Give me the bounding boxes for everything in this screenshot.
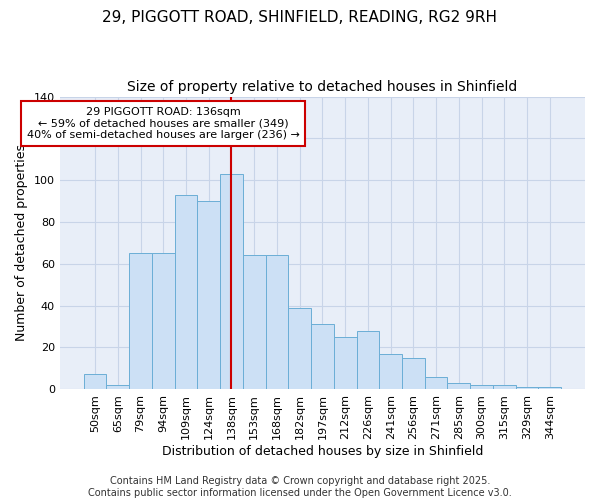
- Bar: [334, 337, 356, 389]
- Y-axis label: Number of detached properties: Number of detached properties: [16, 144, 28, 342]
- Bar: [311, 324, 334, 389]
- Bar: [515, 387, 538, 389]
- Bar: [425, 376, 448, 389]
- Text: 29, PIGGOTT ROAD, SHINFIELD, READING, RG2 9RH: 29, PIGGOTT ROAD, SHINFIELD, READING, RG…: [103, 10, 497, 25]
- Bar: [175, 195, 197, 389]
- Bar: [129, 254, 152, 389]
- Bar: [470, 385, 493, 389]
- Bar: [538, 387, 561, 389]
- Bar: [84, 374, 106, 389]
- Bar: [220, 174, 243, 389]
- X-axis label: Distribution of detached houses by size in Shinfield: Distribution of detached houses by size …: [162, 444, 483, 458]
- Bar: [289, 308, 311, 389]
- Bar: [448, 383, 470, 389]
- Text: 29 PIGGOTT ROAD: 136sqm
← 59% of detached houses are smaller (349)
40% of semi-d: 29 PIGGOTT ROAD: 136sqm ← 59% of detache…: [27, 107, 300, 140]
- Bar: [402, 358, 425, 389]
- Bar: [379, 354, 402, 389]
- Bar: [493, 385, 515, 389]
- Bar: [243, 256, 266, 389]
- Bar: [106, 385, 129, 389]
- Text: Contains HM Land Registry data © Crown copyright and database right 2025.
Contai: Contains HM Land Registry data © Crown c…: [88, 476, 512, 498]
- Bar: [197, 201, 220, 389]
- Bar: [152, 254, 175, 389]
- Title: Size of property relative to detached houses in Shinfield: Size of property relative to detached ho…: [127, 80, 518, 94]
- Bar: [266, 256, 289, 389]
- Bar: [356, 330, 379, 389]
